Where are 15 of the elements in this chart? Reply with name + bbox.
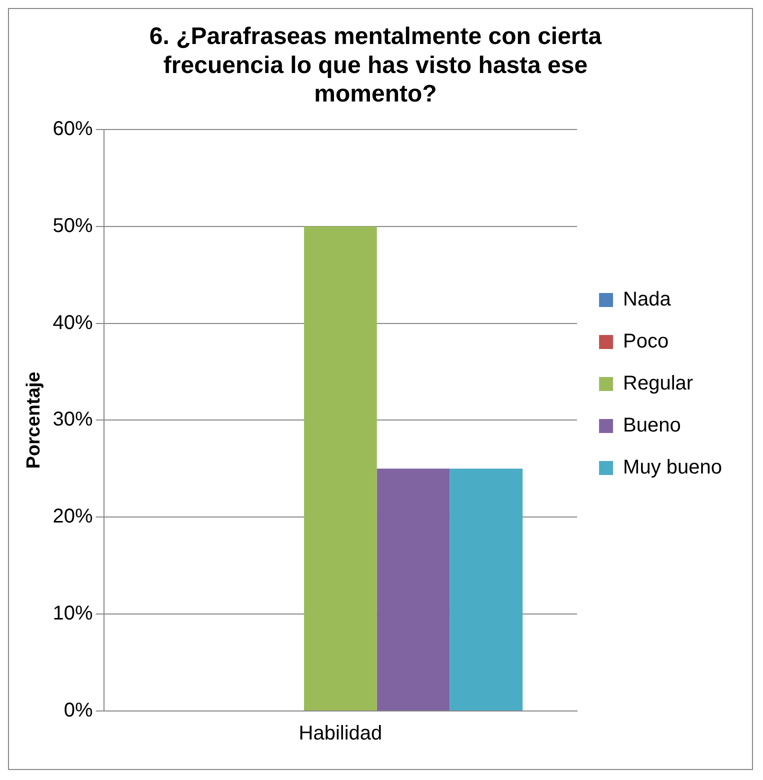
y-axis-title: Porcentaje <box>24 372 45 469</box>
y-tick-label: 40% <box>52 312 94 334</box>
y-tick-label: 30% <box>52 408 94 431</box>
chart-title: 6. ¿Parafraseas mentalmente con cierta frecuencia lo que has visto hasta ese momento? <box>149 23 602 108</box>
legend-label: Poco <box>623 330 669 353</box>
legend-label: Muy bueno <box>623 456 722 479</box>
y-tick-label: 20% <box>52 506 94 528</box>
y-tick-label: 50% <box>52 214 94 237</box>
legend-label: Nada <box>623 288 672 311</box>
legend-label: Bueno <box>623 414 681 437</box>
y-tick-label: 60% <box>52 118 94 140</box>
x-tick-label: Habilidad <box>298 722 382 745</box>
y-tick-label: 10% <box>52 602 94 625</box>
y-tick-label: 0% <box>64 700 94 722</box>
legend-label: Regular <box>623 372 694 395</box>
